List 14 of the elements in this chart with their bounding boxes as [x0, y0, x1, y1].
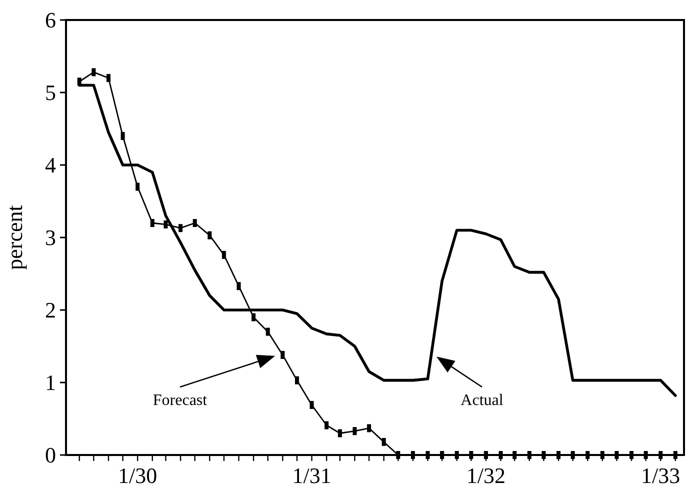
- y-axis-title: percent: [2, 205, 27, 270]
- x-tick-label: 1/30: [118, 463, 158, 488]
- x-tick-label: 1/32: [466, 463, 506, 488]
- annotation: Actual: [460, 392, 504, 409]
- y-tick-label: 4: [45, 152, 56, 178]
- y-tick-label: 0: [45, 442, 56, 468]
- y-tick-label: 1: [45, 370, 56, 396]
- annotation: Forecast: [152, 392, 208, 409]
- x-tick-label: 1/31: [292, 463, 332, 488]
- y-tick-label: 3: [45, 225, 56, 250]
- y-tick-label: 6: [45, 8, 56, 33]
- y-tick-label: 5: [45, 80, 56, 106]
- y-tick-label: 2: [45, 298, 56, 323]
- x-tick-label: 1/33: [641, 463, 680, 488]
